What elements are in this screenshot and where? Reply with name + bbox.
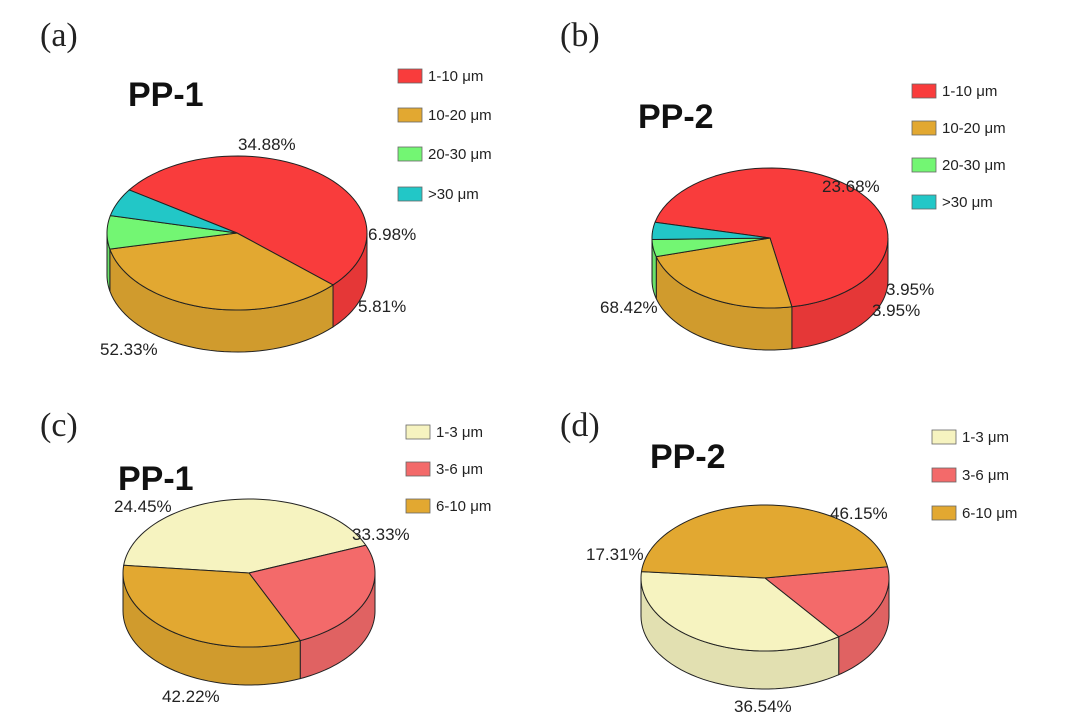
slice-label-d-2: 46.15% [830, 504, 888, 523]
slice-label-a-3: 5.81% [358, 297, 406, 316]
pie-slice-d-2 [640, 504, 889, 579]
panel-b: (b) PP-2 68.42% 23.68% 3.95% 3.95% 1-10 … [560, 17, 1006, 351]
legend-label-c-0: 1-3 μm [436, 424, 483, 441]
panel-label-b: (b) [560, 17, 600, 54]
pie-slice-b-3 [651, 221, 771, 240]
legend-swatch-b-0 [911, 83, 937, 99]
panel-label-d: (d) [560, 407, 600, 444]
legend-label-b-3: >30 μm [942, 194, 993, 211]
slice-label-b-0: 68.42% [600, 298, 658, 317]
legend-a: 1-10 μm 10-20 μm 20-30 μm >30 μm [397, 68, 492, 203]
legend-swatch-d-2 [931, 505, 957, 521]
legend-label-c-2: 6-10 μm [436, 498, 491, 515]
legend-swatch-c-1 [405, 461, 431, 477]
legend-label-d-0: 1-3 μm [962, 429, 1009, 446]
legend-swatch-d-1 [931, 467, 957, 483]
pie-b-value-labels: 68.42% 23.68% 3.95% 3.95% [600, 177, 934, 320]
legend-swatch-b-1 [911, 120, 937, 136]
legend-label-a-1: 10-20 μm [428, 107, 492, 124]
pie-slice-c-2 [122, 564, 301, 648]
panel-d: (d) PP-2 36.54% 17.31% 46.15% 1-3 μm 3-6… [560, 407, 1017, 716]
legend-swatch-c-0 [405, 424, 431, 440]
panel-a: (a) PP-1 52.33% 34.88% 6.98% 5.81% 1-10 … [40, 17, 492, 359]
legend-label-b-2: 20-30 μm [942, 157, 1006, 174]
legend-label-a-2: 20-30 μm [428, 146, 492, 163]
pie-a-value-labels: 52.33% 34.88% 6.98% 5.81% [100, 135, 416, 359]
pie-slice-b-1 [655, 237, 793, 309]
pie-a-slices [106, 155, 368, 353]
pie-d-value-labels: 36.54% 17.31% 46.15% [586, 504, 888, 716]
pie-slice-b-0 [654, 167, 889, 308]
pie-title-b: PP-2 [638, 98, 714, 136]
legend-swatch-d-0 [931, 429, 957, 445]
legend-label-c-1: 3-6 μm [436, 461, 483, 478]
legend-c: 1-3 μm 3-6 μm 6-10 μm [405, 424, 491, 515]
slice-label-a-1: 34.88% [238, 135, 296, 154]
legend-label-d-2: 6-10 μm [962, 505, 1017, 522]
slice-label-b-1: 23.68% [822, 177, 880, 196]
pie-slice-d-0 [640, 571, 840, 652]
legend-swatch-b-3 [911, 194, 937, 210]
slice-label-a-0: 52.33% [100, 340, 158, 359]
panel-c: (c) PP-1 42.22% 24.45% 33.33% 1-3 μm 3-6… [40, 407, 491, 706]
panel-label-c: (c) [40, 407, 78, 444]
pie-b-slices [651, 167, 889, 351]
pie-slice-a-3 [109, 189, 238, 234]
legend-label-d-1: 3-6 μm [962, 467, 1009, 484]
pie-title-a: PP-1 [128, 76, 204, 114]
pie-slice-a-2 [106, 215, 238, 250]
pie-slice-c-1 [248, 544, 376, 642]
legend-swatch-a-3 [397, 186, 423, 202]
legend-swatch-c-2 [405, 498, 431, 514]
pie-title-d: PP-2 [650, 438, 726, 476]
legend-label-a-0: 1-10 μm [428, 68, 483, 85]
pie-slice-b-2 [651, 237, 771, 258]
pie-slice-d-1 [764, 566, 890, 638]
pie-slice-a-0 [128, 155, 368, 286]
pie-slice-c-0 [123, 498, 367, 574]
slice-label-a-2: 6.98% [368, 225, 416, 244]
legend-swatch-a-1 [397, 107, 423, 123]
pie-c-value-labels: 42.22% 24.45% 33.33% [114, 497, 410, 706]
pie-title-c: PP-1 [118, 460, 194, 498]
slice-label-d-1: 17.31% [586, 545, 644, 564]
legend-label-a-3: >30 μm [428, 186, 479, 203]
legend-swatch-b-2 [911, 157, 937, 173]
legend-swatch-a-2 [397, 146, 423, 162]
legend-label-b-1: 10-20 μm [942, 120, 1006, 137]
pie-c-slices [122, 498, 376, 686]
legend-label-b-0: 1-10 μm [942, 83, 997, 100]
pie-slice-a-1 [109, 232, 334, 311]
slice-label-b-2: 3.95% [886, 280, 934, 299]
pie-d-slices [640, 504, 890, 690]
slice-label-c-2: 33.33% [352, 525, 410, 544]
legend-swatch-a-0 [397, 68, 423, 84]
slice-label-b-3: 3.95% [872, 301, 920, 320]
legend-d: 1-3 μm 3-6 μm 6-10 μm [931, 429, 1017, 522]
legend-b: 1-10 μm 10-20 μm 20-30 μm >30 μm [911, 83, 1006, 211]
slice-label-d-0: 36.54% [734, 697, 792, 716]
panel-label-a: (a) [40, 17, 78, 54]
slice-label-c-1: 24.45% [114, 497, 172, 516]
slice-label-c-0: 42.22% [162, 687, 220, 706]
